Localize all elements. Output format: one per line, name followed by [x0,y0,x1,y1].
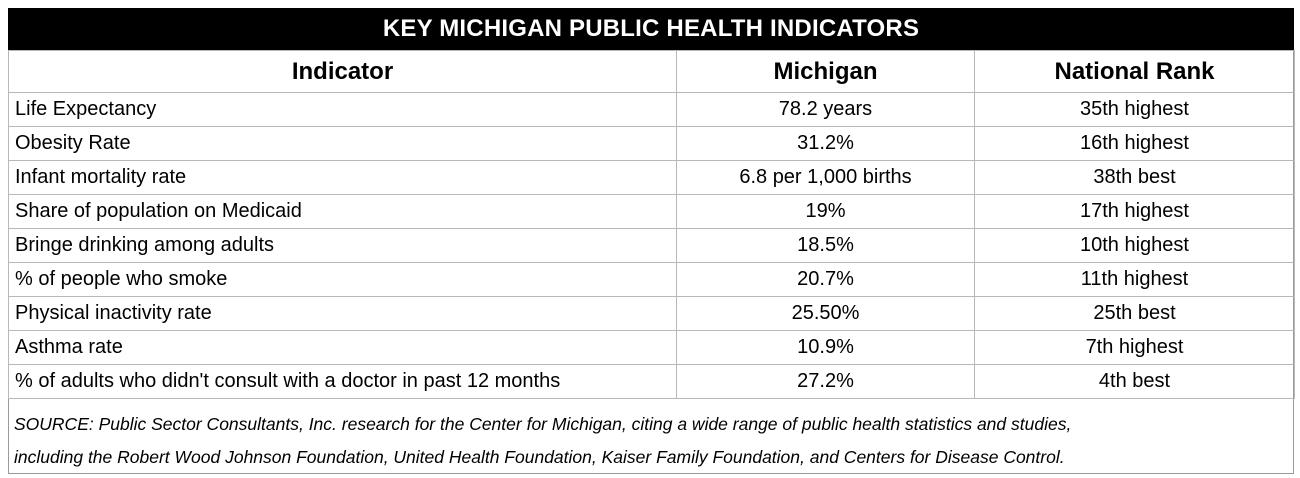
rank-cell: 35th highest [974,92,1295,127]
table-row: Physical inactivity rate 25.50% 25th bes… [8,296,1295,331]
michigan-cell: 18.5% [676,228,975,263]
indicator-cell: Bringe drinking among adults [8,228,677,263]
source-line-2: including the Robert Wood Johnson Founda… [14,447,1065,467]
rank-cell: 4th best [974,364,1295,399]
table-row: Bringe drinking among adults 18.5% 10th … [8,228,1295,263]
rank-cell: 17th highest [974,194,1295,229]
michigan-cell: 10.9% [676,330,975,365]
michigan-cell: 19% [676,194,975,229]
table-row: Life Expectancy 78.2 years 35th highest [8,92,1295,127]
michigan-cell: 25.50% [676,296,975,331]
table-row: Infant mortality rate 6.8 per 1,000 birt… [8,160,1295,195]
indicator-cell: % of people who smoke [8,262,677,297]
michigan-cell: 6.8 per 1,000 births [676,160,975,195]
rank-cell: 16th highest [974,126,1295,161]
table-row: Obesity Rate 31.2% 16th highest [8,126,1295,161]
michigan-cell: 27.2% [676,364,975,399]
indicator-cell: Share of population on Medicaid [8,194,677,229]
indicator-cell: Life Expectancy [8,92,677,127]
table-row: Share of population on Medicaid 19% 17th… [8,194,1295,229]
source-line-1: SOURCE: Public Sector Consultants, Inc. … [14,414,1072,434]
rank-cell: 11th highest [974,262,1295,297]
table-title: KEY MICHIGAN PUBLIC HEALTH INDICATORS [8,8,1294,50]
table-row: % of people who smoke 20.7% 11th highest [8,262,1295,297]
rank-cell: 25th best [974,296,1295,331]
indicator-cell: Obesity Rate [8,126,677,161]
rank-cell: 10th highest [974,228,1295,263]
indicator-cell: Infant mortality rate [8,160,677,195]
rank-cell: 38th best [974,160,1295,195]
rank-cell: 7th highest [974,330,1295,365]
header-indicator: Indicator [8,50,677,93]
michigan-cell: 20.7% [676,262,975,297]
header-national-rank: National Rank [974,50,1295,93]
header-michigan: Michigan [676,50,975,93]
table-row: Asthma rate 10.9% 7th highest [8,330,1295,365]
header-row: Indicator Michigan National Rank [8,50,1295,93]
michigan-cell: 78.2 years [676,92,975,127]
table-row: % of adults who didn't consult with a do… [8,364,1295,399]
indicator-cell: Asthma rate [8,330,677,365]
michigan-cell: 31.2% [676,126,975,161]
indicator-cell: Physical inactivity rate [8,296,677,331]
indicator-cell: % of adults who didn't consult with a do… [8,364,677,399]
indicators-table: Indicator Michigan National Rank Life Ex… [8,50,1295,399]
source-note: SOURCE: Public Sector Consultants, Inc. … [8,405,1294,474]
